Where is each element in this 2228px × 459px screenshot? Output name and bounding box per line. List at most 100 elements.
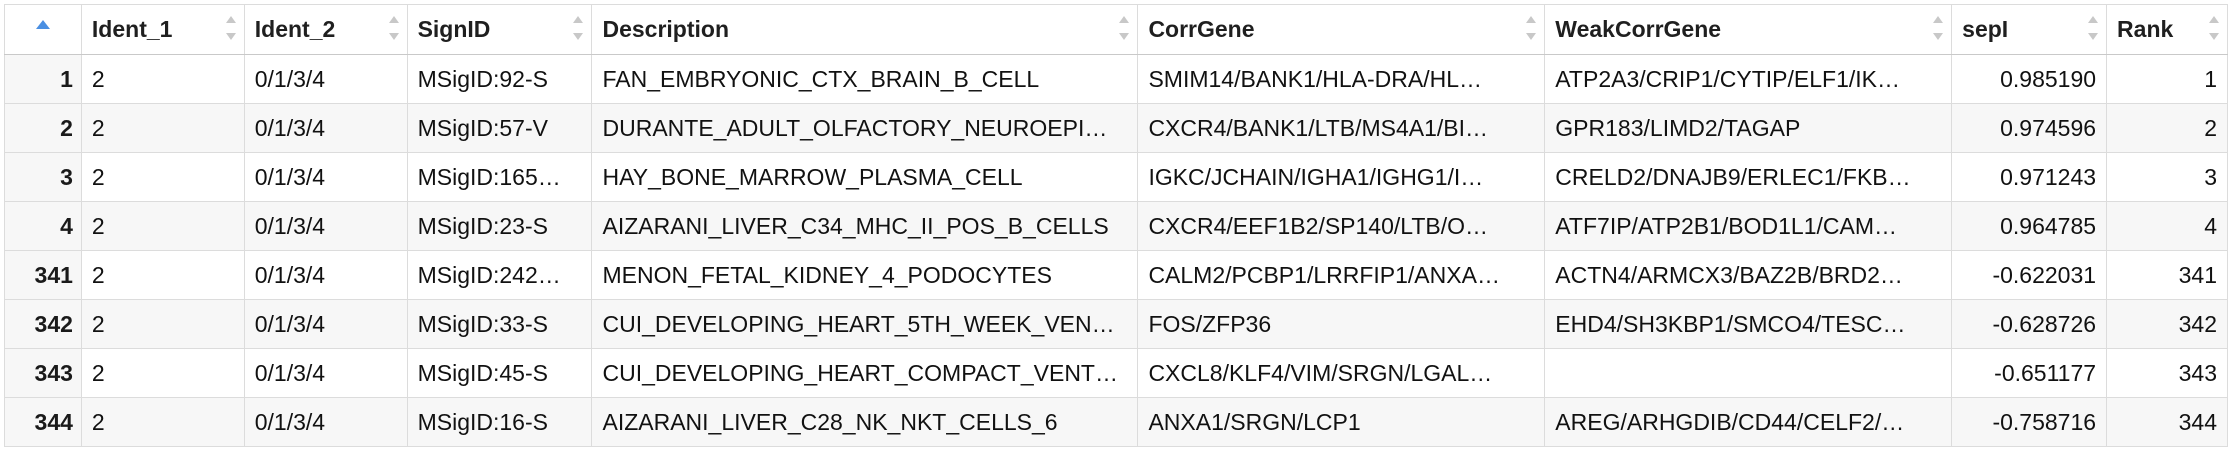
column-header-ident-2[interactable]: Ident_2: [243, 4, 408, 55]
cell-signid: MSigID:57-V: [406, 103, 593, 153]
sort-arrows-icon: [1526, 16, 1537, 40]
row-index: 342: [4, 299, 82, 349]
cell-ident-2: 0/1/3/4: [243, 299, 408, 349]
table-row[interactable]: 342 2 0/1/3/4 MSigID:33-S CUI_DEVELOPING…: [4, 299, 2228, 349]
cell-signid: MSigID:92-S: [406, 54, 593, 104]
row-index: 3: [4, 152, 82, 202]
cell-signid: MSigID:165…: [406, 152, 593, 202]
cell-description: MENON_FETAL_KIDNEY_4_PODOCYTES: [591, 250, 1139, 300]
cell-ident-2: 0/1/3/4: [243, 103, 408, 153]
column-header-index[interactable]: [4, 4, 82, 55]
cell-signid: MSigID:242…: [406, 250, 593, 300]
row-index: 341: [4, 250, 82, 300]
cell-rank: 3: [2106, 152, 2228, 202]
table-row[interactable]: 341 2 0/1/3/4 MSigID:242… MENON_FETAL_KI…: [4, 250, 2228, 300]
sort-arrows-icon: [1119, 16, 1130, 40]
cell-corrgene: CXCL8/KLF4/VIM/SRGN/LGAL…: [1137, 348, 1546, 398]
cell-weakcorrgene: EHD4/SH3KBP1/SMCO4/TESC…: [1544, 299, 1953, 349]
column-header-label: SignID: [417, 16, 491, 42]
cell-description: FAN_EMBRYONIC_CTX_BRAIN_B_CELL: [591, 54, 1139, 104]
cell-signid: MSigID:33-S: [406, 299, 593, 349]
column-header-rank[interactable]: Rank: [2106, 4, 2228, 55]
column-header-signid[interactable]: SignID: [406, 4, 593, 55]
table-header-row: Ident_1 Ident_2 SignID Description CorrG…: [4, 4, 2228, 55]
cell-sepi: 0.964785: [1951, 201, 2108, 251]
cell-signid: MSigID:45-S: [406, 348, 593, 398]
cell-sepi: 0.985190: [1951, 54, 2108, 104]
row-index: 343: [4, 348, 82, 398]
column-header-label: Rank: [2117, 16, 2174, 42]
cell-rank: 341: [2106, 250, 2228, 300]
cell-corrgene: FOS/ZFP36: [1137, 299, 1546, 349]
cell-rank: 1: [2106, 54, 2228, 104]
sort-arrows-icon: [388, 16, 399, 40]
cell-ident-2: 0/1/3/4: [243, 152, 408, 202]
cell-corrgene: CALM2/PCBP1/LRRFIP1/ANXA…: [1137, 250, 1546, 300]
data-table-container: Ident_1 Ident_2 SignID Description CorrG…: [4, 4, 2228, 447]
cell-description: DURANTE_ADULT_OLFACTORY_NEUROEPI…: [591, 103, 1139, 153]
cell-rank: 4: [2106, 201, 2228, 251]
cell-weakcorrgene: ATP2A3/CRIP1/CYTIP/ELF1/IK…: [1544, 54, 1953, 104]
cell-rank: 343: [2106, 348, 2228, 398]
data-table: Ident_1 Ident_2 SignID Description CorrG…: [4, 4, 2228, 447]
cell-description: CUI_DEVELOPING_HEART_COMPACT_VENT…: [591, 348, 1139, 398]
cell-sepi: -0.622031: [1951, 250, 2108, 300]
cell-rank: 344: [2106, 397, 2228, 447]
table-row[interactable]: 343 2 0/1/3/4 MSigID:45-S CUI_DEVELOPING…: [4, 348, 2228, 398]
cell-description: HAY_BONE_MARROW_PLASMA_CELL: [591, 152, 1139, 202]
cell-rank: 2: [2106, 103, 2228, 153]
sort-arrows-icon: [573, 16, 584, 40]
column-header-description[interactable]: Description: [591, 4, 1139, 55]
cell-corrgene: IGKC/JCHAIN/IGHA1/IGHG1/I…: [1137, 152, 1546, 202]
column-header-ident-1[interactable]: Ident_1: [80, 4, 245, 55]
column-header-label: Ident_2: [254, 16, 336, 42]
table-row[interactable]: 344 2 0/1/3/4 MSigID:16-S AIZARANI_LIVER…: [4, 397, 2228, 447]
row-index: 1: [4, 54, 82, 104]
cell-ident-2: 0/1/3/4: [243, 348, 408, 398]
cell-weakcorrgene: ATF7IP/ATP2B1/BOD1L1/CAM…: [1544, 201, 1953, 251]
cell-ident-2: 0/1/3/4: [243, 397, 408, 447]
column-header-label: WeakCorrGene: [1555, 16, 1722, 42]
column-header-corrgene[interactable]: CorrGene: [1137, 4, 1546, 55]
cell-ident-1: 2: [80, 348, 245, 398]
row-index: 4: [4, 201, 82, 251]
cell-weakcorrgene: AREG/ARHGDIB/CD44/CELF2/…: [1544, 397, 1953, 447]
sort-arrows-icon: [2209, 16, 2219, 40]
column-header-label: Description: [602, 16, 730, 42]
column-header-weakcorrgene[interactable]: WeakCorrGene: [1544, 4, 1953, 55]
row-index: 2: [4, 103, 82, 153]
cell-sepi: 0.974596: [1951, 103, 2108, 153]
row-index: 344: [4, 397, 82, 447]
cell-corrgene: CXCR4/BANK1/LTB/MS4A1/BI…: [1137, 103, 1546, 153]
column-header-label: CorrGene: [1148, 16, 1255, 42]
cell-sepi: 0.971243: [1951, 152, 2108, 202]
cell-ident-2: 0/1/3/4: [243, 250, 408, 300]
sort-arrows-icon: [1933, 16, 1944, 40]
cell-weakcorrgene: [1544, 348, 1953, 398]
cell-ident-1: 2: [80, 152, 245, 202]
cell-ident-1: 2: [80, 103, 245, 153]
cell-weakcorrgene: GPR183/LIMD2/TAGAP: [1544, 103, 1953, 153]
column-header-label: Ident_1: [91, 16, 173, 42]
cell-ident-1: 2: [80, 54, 245, 104]
cell-weakcorrgene: ACTN4/ARMCX3/BAZ2B/BRD2…: [1544, 250, 1953, 300]
table-row[interactable]: 4 2 0/1/3/4 MSigID:23-S AIZARANI_LIVER_C…: [4, 201, 2228, 251]
cell-ident-1: 2: [80, 299, 245, 349]
table-row[interactable]: 1 2 0/1/3/4 MSigID:92-S FAN_EMBRYONIC_CT…: [4, 54, 2228, 104]
table-row[interactable]: 3 2 0/1/3/4 MSigID:165… HAY_BONE_MARROW_…: [4, 152, 2228, 202]
cell-sepi: -0.628726: [1951, 299, 2108, 349]
cell-ident-2: 0/1/3/4: [243, 54, 408, 104]
cell-description: AIZARANI_LIVER_C34_MHC_II_POS_B_CELLS: [591, 201, 1139, 251]
cell-description: CUI_DEVELOPING_HEART_5TH_WEEK_VEN…: [591, 299, 1139, 349]
cell-signid: MSigID:16-S: [406, 397, 593, 447]
table-row[interactable]: 2 2 0/1/3/4 MSigID:57-V DURANTE_ADULT_OL…: [4, 103, 2228, 153]
cell-ident-2: 0/1/3/4: [243, 201, 408, 251]
cell-signid: MSigID:23-S: [406, 201, 593, 251]
sort-arrows-icon: [225, 16, 236, 40]
cell-ident-1: 2: [80, 201, 245, 251]
cell-ident-1: 2: [80, 250, 245, 300]
column-header-sepi[interactable]: sepI: [1951, 4, 2108, 55]
cell-corrgene: SMIM14/BANK1/HLA-DRA/HL…: [1137, 54, 1546, 104]
cell-weakcorrgene: CRELD2/DNAJB9/ERLEC1/FKB…: [1544, 152, 1953, 202]
cell-sepi: -0.758716: [1951, 397, 2108, 447]
